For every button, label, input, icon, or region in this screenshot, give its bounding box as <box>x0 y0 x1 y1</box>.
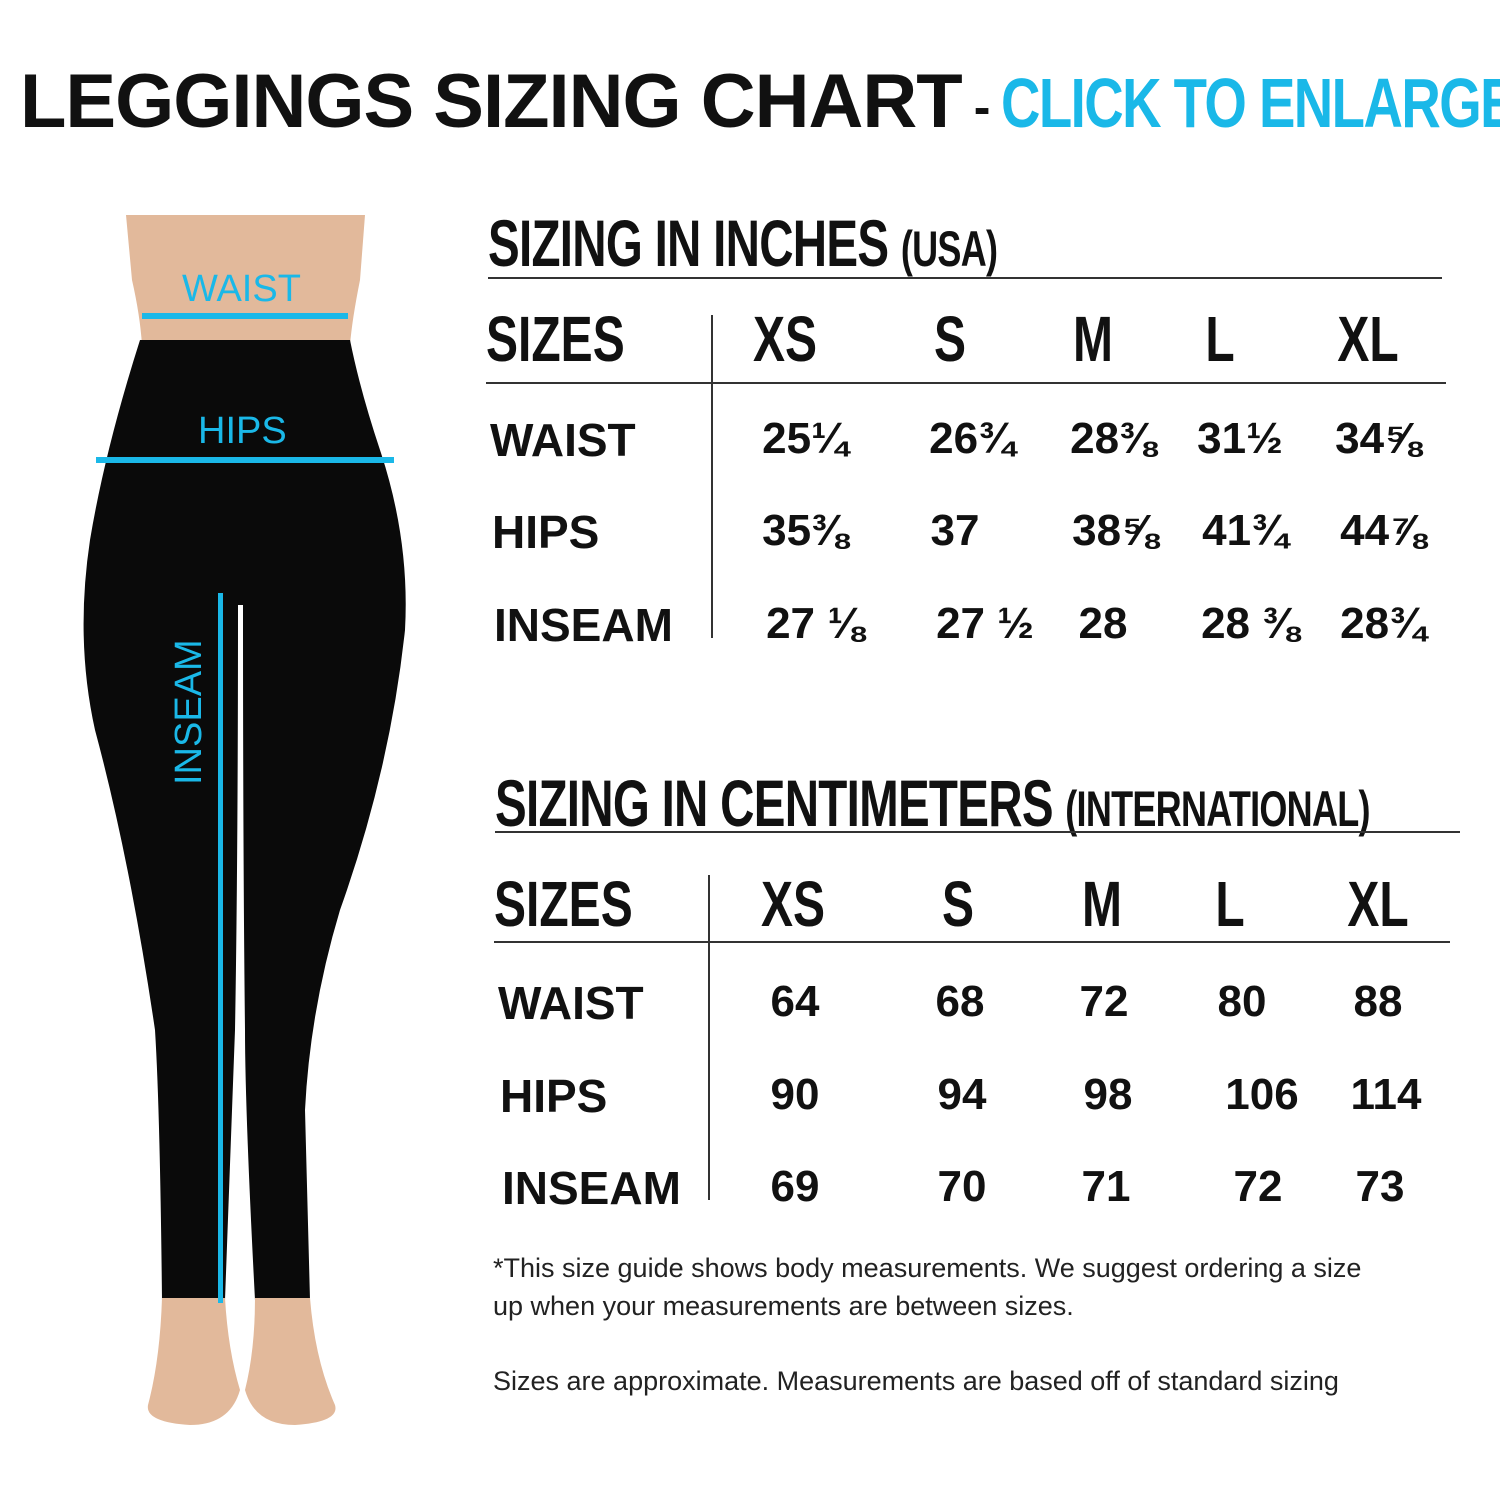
size-header: S <box>933 303 967 375</box>
table-cell: 28 <box>1078 599 1128 648</box>
table-cell: 28⅜ <box>1070 414 1156 463</box>
table-cell: 88 <box>1353 977 1403 1026</box>
torso-skin <box>126 215 365 345</box>
note-line-2: up when your measurements are between si… <box>493 1291 1074 1321</box>
column-divider <box>708 875 710 1200</box>
table-cell: 31½ <box>1197 414 1283 463</box>
size-header: L <box>1205 303 1235 375</box>
column-divider <box>711 315 713 638</box>
header-divider <box>494 941 1450 943</box>
table-cell: 38⅝ <box>1072 506 1158 555</box>
table-cell: 34⅝ <box>1335 414 1421 463</box>
table-cell: 27 ⅛ <box>766 599 864 648</box>
table-cell: 69 <box>770 1162 820 1211</box>
table-cell: 72 <box>1233 1162 1283 1211</box>
table-cell: 28 ⅜ <box>1201 599 1299 648</box>
size-header: S <box>941 868 975 940</box>
cm-subtitle: (INTERNATIONAL) <box>1065 781 1370 837</box>
left-foot <box>147 1298 240 1425</box>
table-cell: 70 <box>937 1162 987 1211</box>
waist-label: WAIST <box>182 268 301 310</box>
waist-line <box>142 313 348 319</box>
table-cell: 71 <box>1081 1162 1131 1211</box>
size-header: XL <box>1347 868 1409 940</box>
table-cell: 41¾ <box>1202 506 1288 555</box>
size-header: XS <box>760 868 826 940</box>
size-header: XL <box>1337 303 1399 375</box>
table-cell: 35⅜ <box>762 506 848 555</box>
table-cell: 73 <box>1355 1162 1405 1211</box>
right-foot <box>245 1298 336 1425</box>
table-cell: 98 <box>1083 1070 1133 1119</box>
note-line-1: *This size guide shows body measurements… <box>493 1253 1362 1283</box>
header-divider <box>486 382 1446 384</box>
inseam-label: INSEAM <box>168 639 210 785</box>
row-label: INSEAM <box>494 599 673 651</box>
sizes-header: SIZES <box>494 868 633 940</box>
row-label: HIPS <box>492 506 600 558</box>
divider <box>488 277 1442 279</box>
note-line-3: Sizes are approximate. Measurements are … <box>493 1366 1339 1396</box>
table-cell: 80 <box>1217 977 1267 1026</box>
inches-subtitle: (USA) <box>900 221 998 277</box>
table-cell: 64 <box>770 977 820 1026</box>
size-header: M <box>1082 868 1122 940</box>
size-header: L <box>1215 868 1245 940</box>
table-cell: 28¾ <box>1340 599 1426 648</box>
table-cell: 72 <box>1079 977 1129 1026</box>
table-cell: 90 <box>770 1070 820 1119</box>
title-separator: - <box>973 78 991 135</box>
inches-title: SIZING IN INCHES <box>488 206 889 280</box>
table-cell: 26¾ <box>929 414 1015 463</box>
click-to-enlarge-link[interactable]: CLICK TO ENLARGE <box>1001 64 1500 142</box>
cm-title: SIZING IN CENTIMETERS <box>495 766 1054 840</box>
hips-line <box>96 457 394 463</box>
table-cell: 114 <box>1350 1070 1422 1119</box>
table-cell: 106 <box>1225 1070 1299 1119</box>
table-cell: 44⅞ <box>1340 506 1426 555</box>
table-cell: 68 <box>935 977 985 1026</box>
table-cell: 27 ½ <box>936 599 1034 648</box>
leggings-body <box>83 340 406 1300</box>
table-cell: 94 <box>937 1070 987 1119</box>
page-title: LEGGINGS SIZING CHART - CLICK TO ENLARGE <box>20 58 1500 145</box>
row-label: WAIST <box>498 977 644 1029</box>
inches-section-title: SIZING IN INCHES (USA) <box>488 205 998 281</box>
sizes-header: SIZES <box>486 303 625 375</box>
table-cell: 25¼ <box>762 414 848 463</box>
size-header: XS <box>752 303 818 375</box>
size-header: M <box>1073 303 1113 375</box>
cm-section-title: SIZING IN CENTIMETERS (INTERNATIONAL) <box>495 765 1370 841</box>
hips-label: HIPS <box>198 410 287 452</box>
title-text: LEGGINGS SIZING CHART <box>20 59 963 144</box>
leggings-figure <box>83 215 406 1425</box>
table-cell: 37 <box>930 506 980 555</box>
row-label: WAIST <box>490 414 636 466</box>
row-label: HIPS <box>500 1070 608 1122</box>
divider <box>495 831 1460 833</box>
row-label: INSEAM <box>502 1162 681 1214</box>
inseam-line <box>218 593 223 1303</box>
